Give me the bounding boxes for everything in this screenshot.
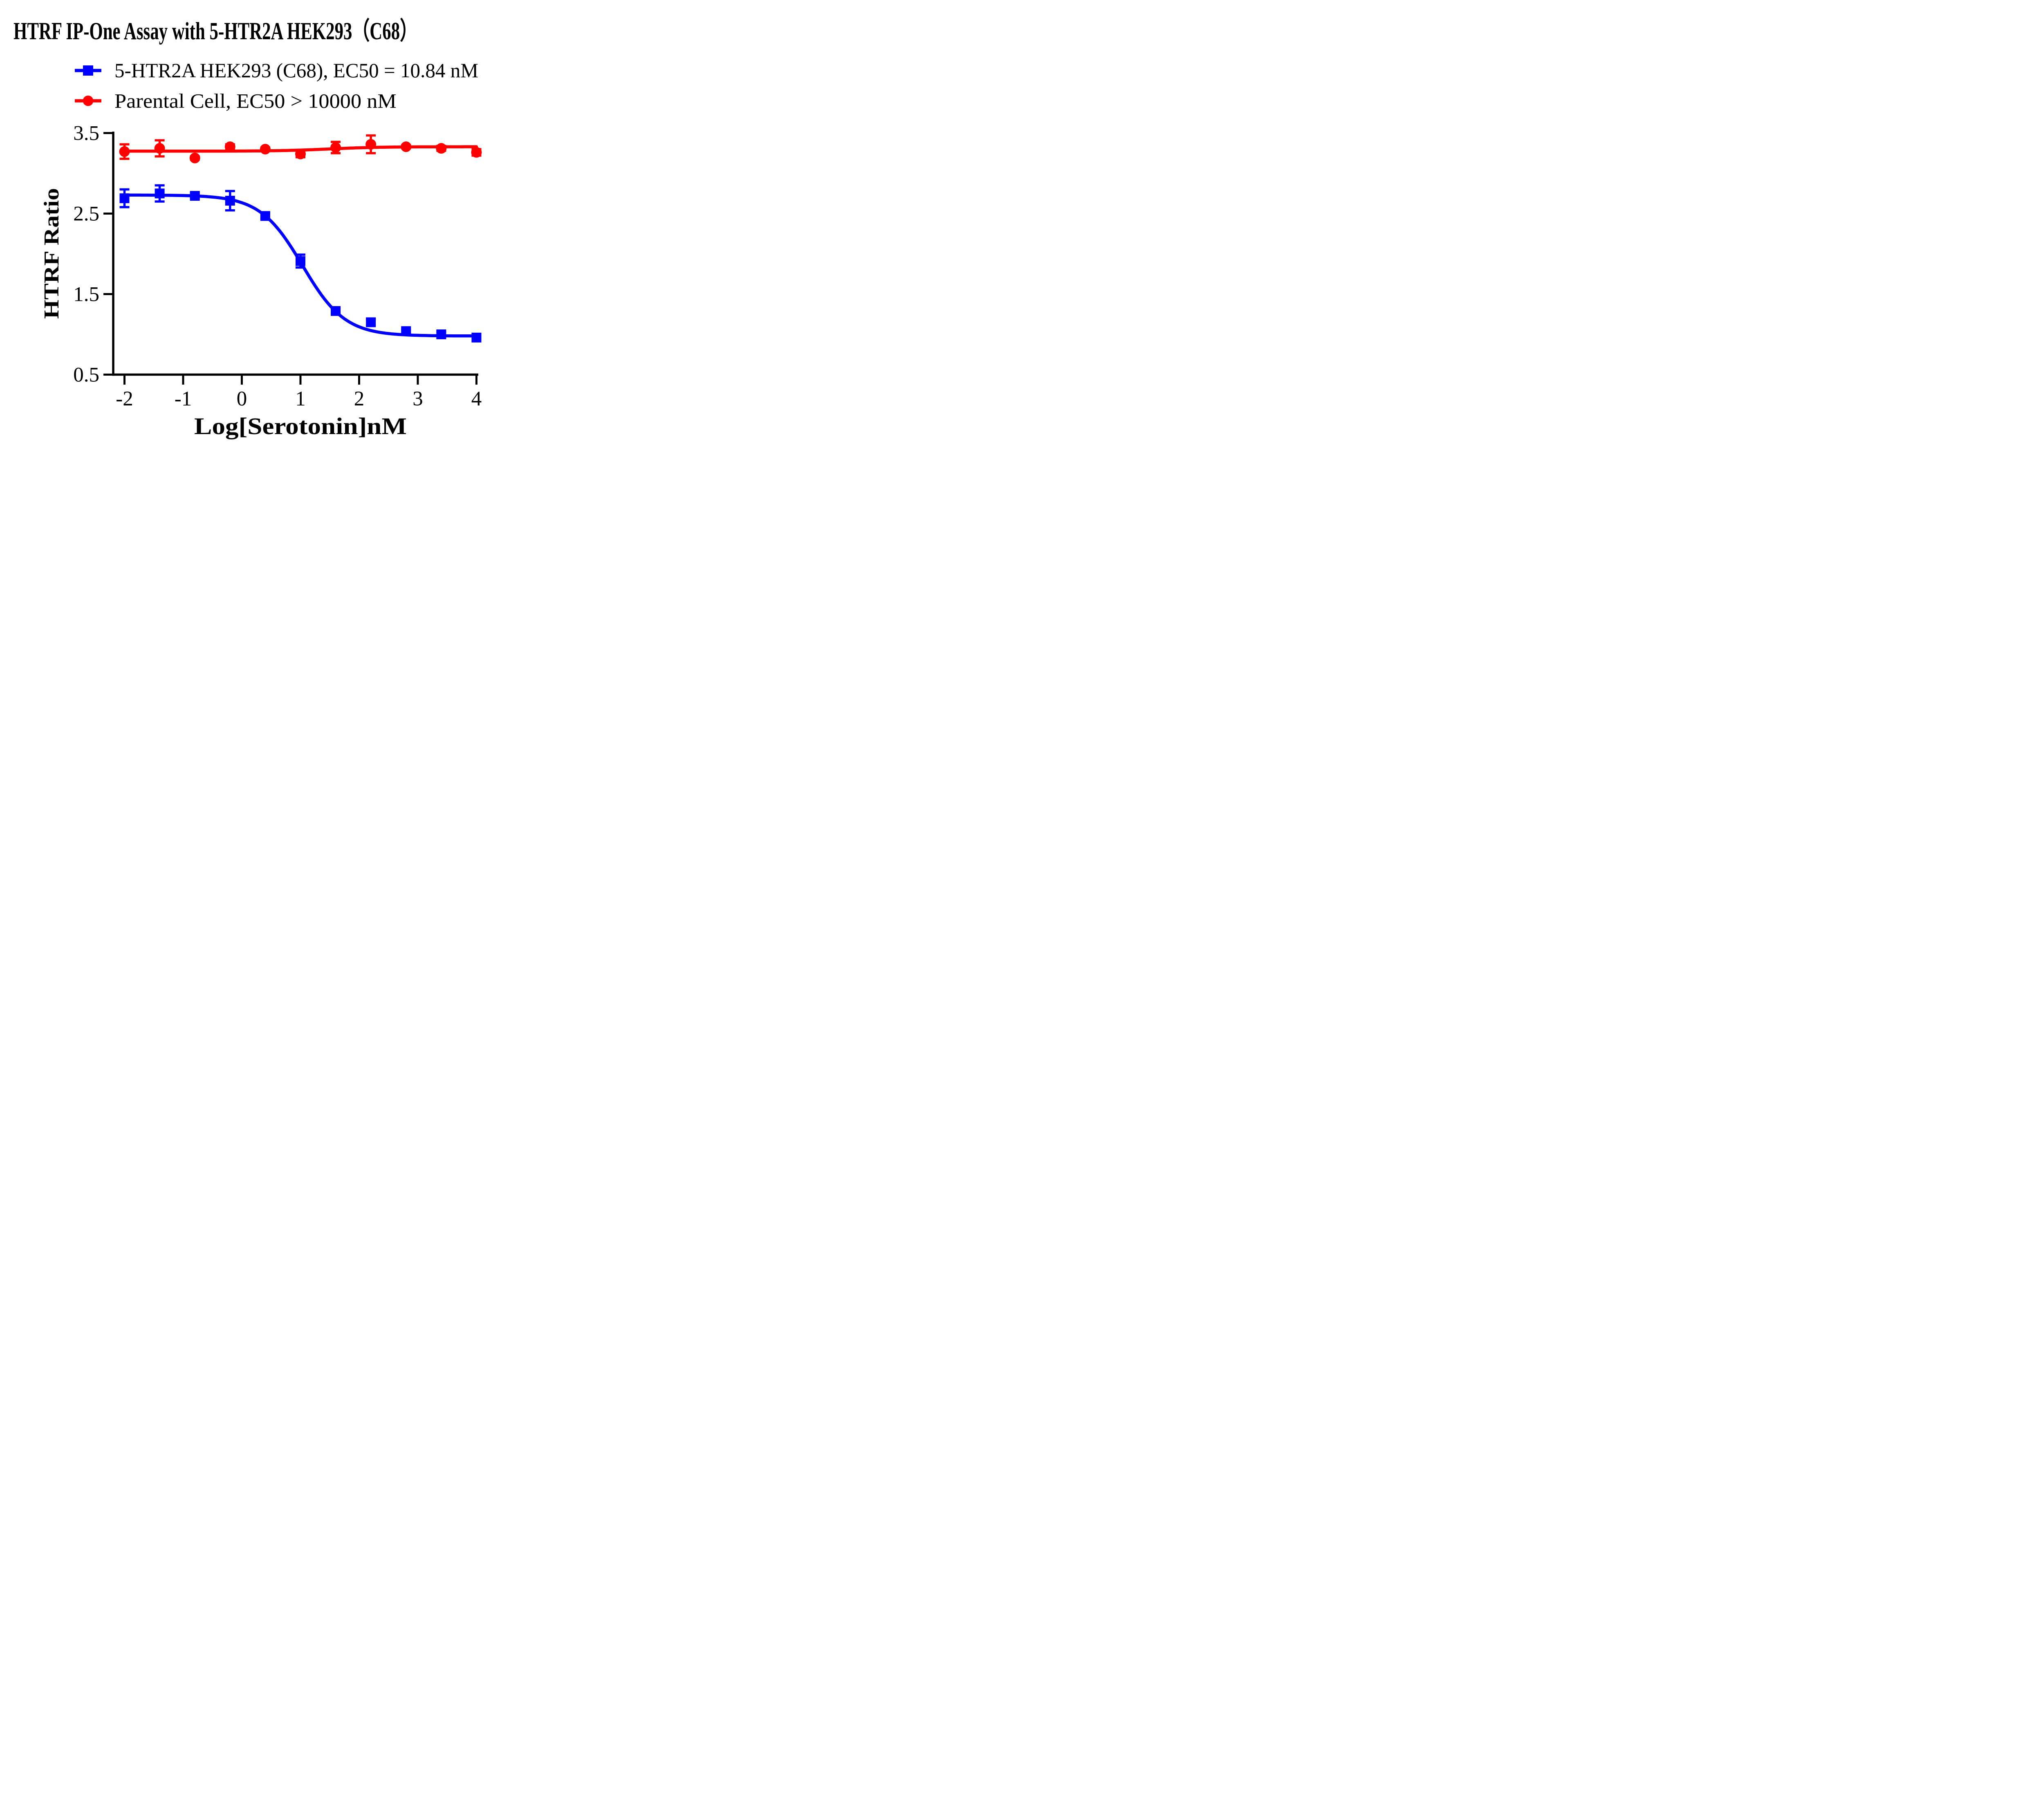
square-marker-icon (190, 191, 200, 201)
square-marker-icon (119, 193, 130, 204)
y-axis-title: HTRF Ratio (40, 188, 63, 319)
square-marker-icon (331, 306, 341, 316)
data-point-1-6 (330, 141, 341, 155)
circle-marker-icon (224, 141, 235, 152)
circle-marker-icon (365, 139, 377, 150)
square-marker-icon (401, 326, 411, 336)
x-tick-label: -1 (175, 387, 192, 410)
y-tick-label: 0.5 (73, 364, 99, 387)
data-point-0-4 (260, 211, 270, 221)
y-tick-label: 1.5 (73, 283, 99, 306)
x-tick-label: 4 (471, 387, 482, 410)
data-point-0-9 (436, 329, 446, 339)
legend-item-0: 5-HTR2A HEK293 (C68), EC50 = 10.84 nM (75, 59, 478, 82)
data-point-0-3 (225, 190, 235, 212)
x-tick-label: 1 (295, 387, 306, 410)
legend-label-1: Parental Cell, EC50 > 10000 nM (114, 90, 397, 112)
x-tick-label: -2 (116, 387, 133, 410)
square-marker-icon (296, 256, 305, 266)
data-point-0-8 (401, 326, 411, 336)
circle-marker-icon (119, 146, 130, 157)
legend-label-0: 5-HTR2A HEK293 (C68), EC50 = 10.84 nM (114, 59, 478, 82)
square-marker-icon (471, 332, 482, 343)
data-point-0-2 (190, 191, 200, 201)
square-marker-icon (225, 195, 235, 206)
circle-marker-icon (401, 141, 412, 152)
circle-marker-icon (330, 142, 341, 153)
data-point-0-5 (296, 253, 305, 269)
data-point-1-4 (260, 143, 271, 155)
circle-marker-icon (189, 152, 200, 163)
data-point-1-7 (365, 134, 377, 155)
legend-item-1: Parental Cell, EC50 > 10000 nM (75, 90, 397, 112)
circle-marker-icon (295, 148, 306, 159)
legend-square-marker-icon (83, 65, 93, 76)
x-tick-label: 3 (412, 387, 423, 410)
data-point-0-7 (366, 317, 376, 327)
circle-marker-icon (471, 147, 482, 158)
data-point-1-9 (436, 143, 447, 154)
data-point-0-6 (331, 306, 341, 316)
data-point-0-10 (471, 332, 482, 343)
data-point-1-0 (119, 143, 130, 160)
square-marker-icon (260, 211, 270, 221)
data-point-1-1 (154, 139, 165, 158)
data-point-1-5 (295, 148, 306, 159)
legend: 5-HTR2A HEK293 (C68), EC50 = 10.84 nM Pa… (75, 59, 478, 112)
axes: 3.5 2.5 1.5 0.5 -2 -1 0 1 2 3 4 (73, 122, 482, 411)
x-tick-label: 2 (354, 387, 365, 410)
square-marker-icon (155, 188, 165, 199)
circle-marker-icon (154, 143, 165, 154)
x-tick-label: 0 (237, 387, 247, 410)
y-tick-label: 3.5 (73, 122, 99, 145)
data-point-1-3 (224, 141, 235, 152)
figure: HTRF IP-One Assay with 5-HTR2A HEK293（C6… (0, 0, 589, 454)
x-axis-title: Log[Serotonin]nM (194, 413, 407, 439)
square-marker-icon (366, 317, 376, 327)
legend-circle-marker-icon (83, 95, 94, 106)
data-point-1-8 (401, 141, 412, 152)
data-point-0-1 (155, 184, 165, 203)
square-marker-icon (436, 329, 446, 339)
data-point-1-2 (189, 152, 200, 163)
y-tick-label: 2.5 (73, 203, 99, 226)
circle-marker-icon (436, 143, 447, 154)
dose-response-chart: HTRF IP-One Assay with 5-HTR2A HEK293（C6… (13, 17, 482, 439)
series-layer (119, 134, 482, 343)
chart-title: HTRF IP-One Assay with 5-HTR2A HEK293（C6… (13, 17, 417, 45)
circle-marker-icon (260, 143, 271, 155)
data-point-0-0 (119, 188, 130, 208)
data-point-1-10 (471, 147, 482, 158)
plot-area: 3.5 2.5 1.5 0.5 -2 -1 0 1 2 3 4 (73, 122, 482, 411)
